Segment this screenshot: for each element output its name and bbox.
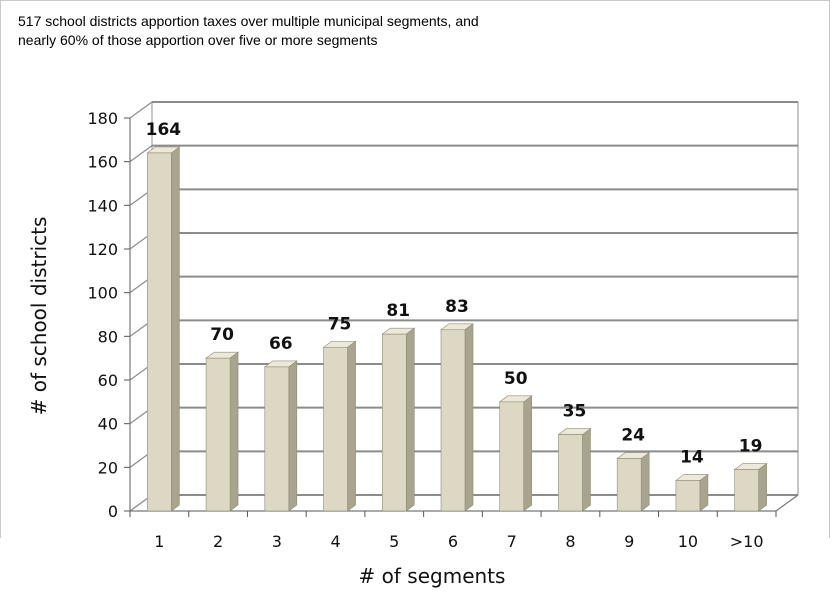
x-tick-label: 8 bbox=[565, 532, 575, 551]
bar bbox=[381, 327, 416, 512]
x-tick-label: 3 bbox=[272, 532, 282, 551]
data-label: 24 bbox=[621, 426, 645, 446]
x-tick-label: 6 bbox=[448, 532, 458, 551]
bar-side bbox=[582, 427, 591, 512]
chart-title-line-1: 517 school districts apportion taxes ove… bbox=[18, 13, 479, 29]
x-tick-label: 9 bbox=[624, 532, 634, 551]
chart-title: 517 school districts apportion taxes ove… bbox=[18, 12, 618, 50]
bar-front bbox=[264, 366, 290, 512]
bar bbox=[733, 462, 768, 512]
bar-front bbox=[440, 329, 466, 512]
bar-side bbox=[464, 323, 474, 512]
bar-side bbox=[405, 327, 415, 512]
y-tick-label: 80 bbox=[98, 327, 118, 346]
x-axis-label: # of segments bbox=[359, 564, 506, 588]
bar bbox=[498, 395, 533, 512]
data-label: 35 bbox=[563, 402, 587, 422]
y-tick-label: 180 bbox=[87, 109, 118, 128]
bar-side bbox=[640, 452, 650, 512]
chart-title-line-2: nearly 60% of those apportion over five … bbox=[18, 32, 378, 48]
data-label: 50 bbox=[504, 369, 528, 389]
bar bbox=[263, 360, 298, 512]
gridline-slant bbox=[129, 101, 153, 119]
data-label: 75 bbox=[328, 314, 352, 334]
bar-front bbox=[499, 401, 525, 512]
bar bbox=[557, 427, 592, 512]
y-tick-label: 120 bbox=[87, 240, 118, 259]
y-axis-label: # of school districts bbox=[27, 217, 51, 416]
bar-front bbox=[205, 357, 231, 512]
bar bbox=[675, 473, 709, 512]
bar-side bbox=[229, 351, 239, 512]
bar-front bbox=[147, 152, 172, 512]
bar bbox=[322, 340, 357, 512]
data-label: 83 bbox=[445, 297, 469, 317]
data-label: 66 bbox=[269, 334, 293, 354]
data-label: 19 bbox=[739, 437, 763, 457]
x-tick-label: 2 bbox=[213, 532, 223, 551]
floor-right-edge bbox=[775, 494, 799, 512]
y-tick-label: 160 bbox=[87, 153, 118, 172]
bar-side bbox=[171, 146, 180, 512]
x-tick-label: 4 bbox=[330, 532, 340, 551]
grid-layer bbox=[129, 101, 798, 512]
bar bbox=[440, 323, 474, 512]
bar-side bbox=[523, 395, 533, 512]
x-tick-label: 10 bbox=[678, 532, 698, 551]
data-label: 81 bbox=[386, 301, 410, 321]
y-tick-label: 140 bbox=[87, 196, 118, 215]
bar-side bbox=[699, 473, 709, 512]
y-tick-label: 100 bbox=[87, 284, 118, 303]
labels-layer: 164 70 66 75 81 83 50 35 24 14 19 bbox=[146, 120, 763, 467]
bar-front bbox=[734, 469, 759, 512]
bar-front bbox=[675, 480, 701, 512]
gridline-slant bbox=[129, 145, 153, 163]
bar-side bbox=[347, 340, 356, 512]
y-tick-label: 20 bbox=[98, 458, 118, 477]
bar-front bbox=[616, 458, 642, 512]
x-tick-label: 1 bbox=[154, 532, 164, 551]
data-label: 14 bbox=[680, 447, 704, 467]
chart-frame bbox=[0, 0, 830, 538]
data-label: 70 bbox=[210, 325, 234, 345]
bar bbox=[146, 146, 181, 512]
bar-side bbox=[288, 360, 298, 512]
x-tick-label: 5 bbox=[389, 532, 399, 551]
bar bbox=[205, 351, 239, 512]
y-tick-label: 60 bbox=[98, 371, 118, 390]
bar bbox=[616, 452, 651, 512]
data-label: 164 bbox=[146, 120, 182, 140]
y-tick-label: 0 bbox=[108, 502, 118, 521]
bar-side bbox=[758, 462, 767, 512]
bar-front bbox=[381, 333, 407, 512]
x-tick-label: 7 bbox=[507, 532, 517, 551]
bar-front bbox=[558, 434, 583, 512]
x-tick-label: >10 bbox=[730, 532, 764, 551]
y-tick-label: 40 bbox=[98, 415, 118, 434]
bar-front bbox=[323, 346, 348, 512]
bars-layer bbox=[146, 146, 768, 512]
